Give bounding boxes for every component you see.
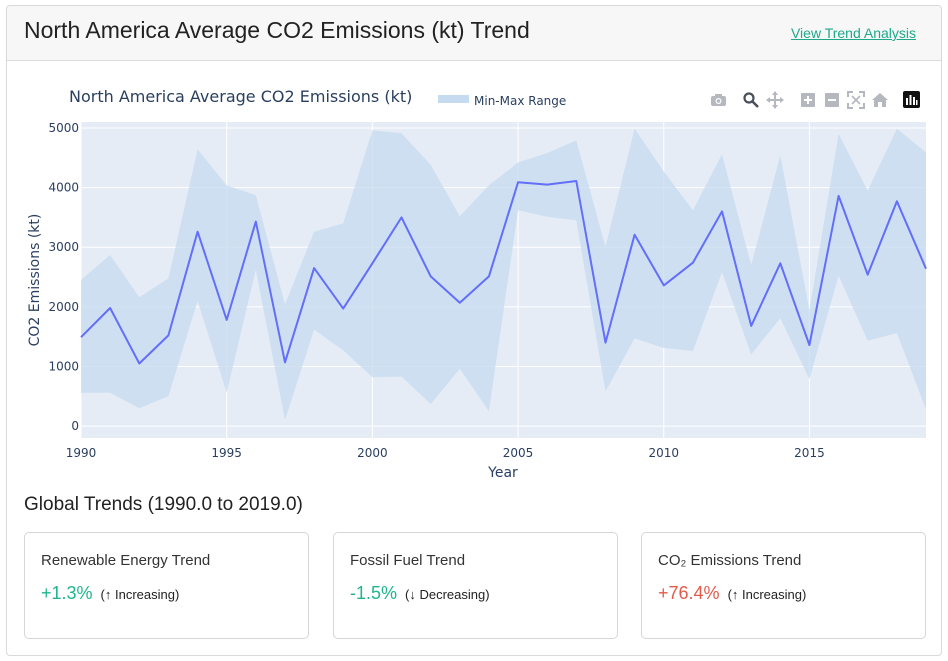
data-point[interactable] (224, 317, 229, 322)
reset-axes-icon[interactable] (872, 93, 888, 107)
legend-label-min-max-range: Min-Max Range (474, 94, 566, 108)
page-title: North America Average CO2 Emissions (kt)… (24, 17, 530, 43)
data-point[interactable] (341, 306, 346, 311)
fossil-fuel-trend-card: Fossil Fuel Trend -1.5% (↓ Decreasing) (333, 532, 618, 639)
y-tick-label: 3000 (48, 240, 79, 254)
legend-swatch-min-max-range (438, 95, 469, 103)
kpi-percent: -1.5% (350, 583, 398, 603)
data-point[interactable] (253, 219, 258, 224)
data-point[interactable] (108, 306, 113, 311)
kpi-direction: (↑ Increasing) (727, 587, 807, 602)
data-point[interactable] (195, 229, 200, 234)
data-point[interactable] (574, 179, 579, 184)
data-point[interactable] (457, 300, 462, 305)
data-point[interactable] (865, 272, 870, 277)
kpi-direction: (↑ Increasing) (100, 587, 180, 602)
y-tick-label: 1000 (48, 359, 79, 373)
data-point[interactable] (807, 342, 812, 347)
data-point[interactable] (312, 266, 317, 271)
data-point[interactable] (749, 323, 754, 328)
data-point[interactable] (894, 199, 899, 204)
data-point[interactable] (720, 209, 725, 214)
y-tick-label: 0 (71, 419, 79, 433)
data-point[interactable] (924, 266, 929, 271)
data-point[interactable] (79, 335, 84, 340)
data-point[interactable] (486, 274, 491, 279)
average-co2-line (80, 180, 927, 365)
renewable-energy-trend-card: Renewable Energy Trend +1.3% (↑ Increasin… (24, 532, 309, 639)
data-point[interactable] (166, 333, 171, 338)
y-tick-label: 4000 (48, 181, 79, 195)
line-layer (79, 179, 929, 366)
kpi-direction: (↓ Decreasing) (405, 587, 490, 602)
data-point[interactable] (516, 180, 521, 185)
y-axis-title: CO2 Emissions (kt) (27, 214, 43, 347)
x-tick-label: 1990 (66, 446, 97, 460)
data-point[interactable] (603, 340, 608, 345)
camera-icon[interactable] (711, 94, 726, 106)
x-tick-label: 2000 (357, 446, 388, 460)
x-tick-label: 1995 (211, 446, 242, 460)
data-point[interactable] (836, 193, 841, 198)
chart-card: North America Average CO2 Emissions (kt)… (6, 5, 942, 656)
x-tick-label: 2015 (794, 446, 825, 460)
data-point[interactable] (778, 261, 783, 266)
x-tick-label: 2005 (503, 446, 534, 460)
co2-emissions-trend-card: CO₂ Emissions Trend +76.4% (↑ Increasing) (641, 532, 926, 639)
x-tick-labels: 1990 1995 2000 2005 2010 2015 (66, 446, 825, 460)
zoom-icon[interactable] (743, 92, 759, 108)
data-point[interactable] (137, 361, 142, 366)
card-header: North America Average CO2 Emissions (kt)… (7, 6, 941, 61)
pan-icon[interactable] (766, 91, 784, 109)
y-tick-label: 5000 (48, 121, 79, 135)
modebar (711, 91, 920, 109)
data-point[interactable] (399, 215, 404, 220)
data-point[interactable] (661, 283, 666, 288)
co2-trend-chart[interactable]: 1990 1995 2000 2005 2010 2015 0 1000 2000 3000 40… (7, 62, 942, 482)
y-tick-label: 2000 (48, 300, 79, 314)
zoom-out-icon[interactable] (825, 93, 839, 107)
data-point[interactable] (370, 261, 375, 266)
kpi-percent: +76.4% (658, 583, 720, 603)
kpi-value: +76.4% (↑ Increasing) (658, 583, 806, 604)
kpi-value: -1.5% (↓ Decreasing) (350, 583, 490, 604)
kpi-label: Renewable Energy Trend (41, 552, 211, 569)
kpi-percent: +1.3% (41, 583, 93, 603)
y-tick-labels: 0 1000 2000 3000 4000 5000 (48, 121, 79, 433)
kpi-label: Fossil Fuel Trend (350, 552, 466, 569)
zoom-in-icon[interactable] (801, 93, 815, 107)
data-point[interactable] (428, 274, 433, 279)
legend[interactable]: Min-Max Range (435, 85, 575, 109)
data-point[interactable] (632, 232, 637, 237)
min-max-range-band (81, 128, 926, 421)
kpi-label: CO₂ Emissions Trend (658, 552, 802, 569)
plotly-logo-icon[interactable] (903, 91, 920, 108)
band-layer (81, 128, 926, 421)
global-trends-title: Global Trends (1990.0 to 2019.0) (24, 494, 303, 515)
chart-title: North America Average CO2 Emissions (kt) (69, 87, 412, 106)
data-point[interactable] (282, 360, 287, 365)
x-axis-title: Year (487, 465, 518, 481)
kpi-value: +1.3% (↑ Increasing) (41, 583, 179, 604)
autoscale-icon[interactable] (847, 91, 865, 109)
data-point[interactable] (690, 260, 695, 265)
data-point[interactable] (545, 182, 550, 187)
x-tick-label: 2010 (648, 446, 679, 460)
view-trend-analysis-link[interactable]: View Trend Analysis (790, 25, 916, 41)
